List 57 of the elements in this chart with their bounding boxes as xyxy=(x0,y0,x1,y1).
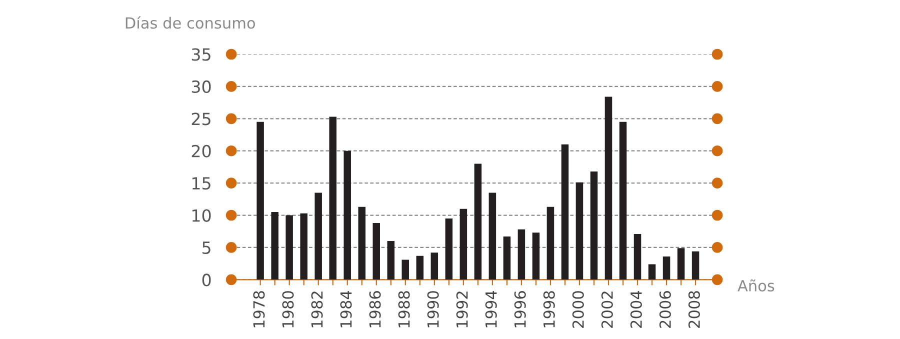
x-tick-label: 2006 xyxy=(659,291,671,328)
bar xyxy=(300,213,308,280)
bar xyxy=(619,122,627,280)
bar xyxy=(286,215,293,280)
x-tick-label: 2004 xyxy=(630,290,642,328)
bar xyxy=(460,208,468,280)
bar xyxy=(474,164,482,280)
y-tick-label: 10 xyxy=(192,209,211,222)
y-tick-label: 30 xyxy=(192,80,211,94)
y-tick-label: 5 xyxy=(202,242,210,254)
bar xyxy=(416,256,424,280)
bar xyxy=(402,260,410,280)
bar xyxy=(532,232,540,280)
bar xyxy=(445,218,453,280)
bar xyxy=(344,150,351,280)
bar xyxy=(372,222,380,280)
bar xyxy=(314,192,322,280)
bar xyxy=(576,182,584,280)
x-axis-title: Años xyxy=(738,279,774,292)
y-tick-label: 35 xyxy=(192,48,210,61)
x-tick-label: 1998 xyxy=(543,291,555,328)
bar xyxy=(329,116,336,280)
x-tick-label: 1994 xyxy=(485,290,497,328)
y-tick-label: 15 xyxy=(192,177,210,190)
x-tick-label: 1984 xyxy=(340,290,352,328)
bar xyxy=(648,264,656,280)
bar xyxy=(590,171,598,280)
y-tick-label: 20 xyxy=(192,144,211,158)
x-tick-label: 1988 xyxy=(398,291,410,328)
x-tick-label: 1980 xyxy=(282,291,294,328)
bar xyxy=(503,236,511,280)
x-tick-label: 2002 xyxy=(601,292,613,328)
bar xyxy=(692,251,700,280)
bar xyxy=(546,206,554,280)
x-tick-label: 2008 xyxy=(688,291,700,328)
x-tick-label: 1982 xyxy=(311,292,323,328)
y-tick-label: 25 xyxy=(192,112,210,126)
bar xyxy=(358,206,366,280)
x-tick-label: 1992 xyxy=(456,292,468,328)
y-tick-label: 0 xyxy=(202,274,211,286)
bar xyxy=(518,229,526,280)
bar xyxy=(387,241,395,280)
bar xyxy=(634,234,642,280)
x-tick-label: 1990 xyxy=(427,291,439,328)
x-tick-label: 1986 xyxy=(369,291,381,328)
bar xyxy=(488,192,496,280)
bar xyxy=(271,212,278,280)
bar xyxy=(430,252,438,280)
x-tick-label: 1996 xyxy=(514,291,526,328)
bar xyxy=(662,256,670,280)
bar xyxy=(561,144,569,280)
bar xyxy=(677,248,685,280)
x-tick-label: 2000 xyxy=(572,291,584,328)
x-tick-label: 1978 xyxy=(253,291,265,328)
bar xyxy=(256,122,264,280)
bar xyxy=(604,96,612,280)
y-axis-title: Días de consumo xyxy=(126,16,255,29)
